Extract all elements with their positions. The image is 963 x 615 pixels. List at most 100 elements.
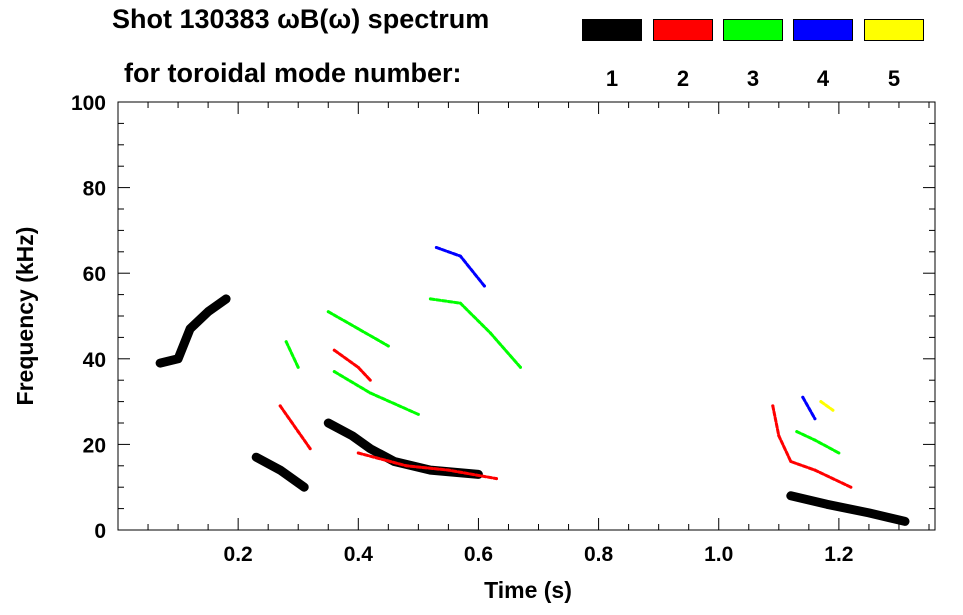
mode-1-point — [865, 509, 872, 516]
mode-1-point — [205, 308, 212, 315]
mode-2-point — [771, 404, 775, 408]
mode-1-point — [367, 445, 374, 452]
mode-3-point — [416, 412, 420, 416]
y-tick-label: 0 — [94, 520, 106, 543]
x-tick-label: 1.0 — [704, 543, 733, 566]
mode-2-point — [849, 485, 853, 489]
mode-3-point — [332, 370, 336, 374]
mode-2-trace — [278, 404, 312, 451]
chart-title: Shot 130383 ωB(ω) spectrum — [112, 4, 490, 34]
mode-2-trace — [356, 451, 498, 481]
mode-1-point — [277, 467, 284, 474]
mode-2-point — [356, 451, 360, 455]
mode-4-trace — [801, 395, 817, 421]
mode-1-point — [223, 295, 230, 302]
mode-1-trace — [786, 491, 910, 526]
mode-4-point — [813, 417, 817, 421]
mode-1-point — [175, 355, 182, 362]
mode-5-series — [819, 400, 835, 412]
mode-2-point — [777, 434, 781, 438]
mode-4-series — [434, 246, 817, 421]
y-tick-label: 60 — [83, 263, 106, 286]
mode-1-point — [823, 501, 830, 508]
mode-2-point — [446, 468, 450, 472]
mode-1-trace — [155, 294, 231, 368]
mode-5-point — [831, 408, 835, 412]
mode-3-point — [356, 327, 360, 331]
mode-2-point — [789, 460, 793, 463]
legend-label-mode-3: 3 — [746, 66, 760, 91]
mode-1-point — [787, 492, 794, 499]
x-tick-label: 0.4 — [344, 543, 374, 566]
mode-2-trace — [771, 404, 853, 489]
mode-3-point — [519, 365, 522, 369]
legend-swatch-mode-1 — [582, 19, 642, 41]
x-tick-label: 0.6 — [464, 543, 493, 566]
legend-label-mode-1: 1 — [605, 66, 619, 91]
mode-3-point — [489, 331, 492, 335]
y-tick-label: 40 — [83, 349, 106, 372]
y-tick-label: 100 — [71, 92, 106, 115]
mode-1-point — [902, 518, 908, 525]
mode-2-point — [296, 430, 300, 434]
axis-tick-labels: 0.2 0.4 0.6 0.8 1.0 1.2 0 20 40 60 80 100 — [71, 92, 854, 566]
mode-2-point — [813, 468, 817, 472]
mode-3-point — [795, 430, 799, 434]
mode-4-point — [458, 254, 462, 258]
legend-swatch-mode-3 — [723, 19, 783, 41]
mode-1-point — [187, 325, 194, 332]
mode-2-series — [278, 348, 853, 489]
legend-swatch-mode-4 — [793, 19, 853, 41]
mode-3-point — [296, 365, 300, 369]
mode-2-point — [356, 365, 360, 369]
legend-swatch-mode-2 — [653, 19, 713, 41]
mode-4-point — [434, 246, 438, 249]
legend-label-mode-5: 5 — [887, 66, 901, 91]
mode-3-series — [284, 297, 841, 455]
mode-3-point — [837, 451, 841, 455]
mode-1-point — [157, 360, 164, 367]
mode-2-point — [404, 464, 408, 468]
mode-1-point — [349, 432, 356, 439]
mode-5-point — [819, 400, 823, 404]
mode-2-point — [308, 447, 312, 451]
mode-3-point — [368, 391, 372, 395]
mode-2-point — [332, 348, 336, 352]
x-tick-label: 1.2 — [824, 543, 853, 566]
x-tick-label: 0.8 — [584, 543, 614, 566]
mode-2-point — [278, 404, 282, 408]
mode-4-trace — [434, 246, 486, 288]
plot-area — [155, 246, 910, 526]
mode-1-series — [155, 294, 910, 526]
legend-label-mode-2: 2 — [676, 66, 690, 91]
mode-3-trace — [284, 340, 300, 369]
mode-3-trace — [332, 370, 420, 416]
mode-3-trace — [428, 297, 522, 369]
mode-3-trace — [795, 430, 841, 455]
x-tick-label: 0.2 — [224, 543, 253, 566]
mode-2-point — [368, 378, 372, 382]
mode-3-point — [284, 340, 288, 344]
mode-3-point — [458, 301, 462, 305]
axis-ticks — [118, 101, 935, 531]
mode-1-trace — [323, 418, 483, 479]
mode-3-point — [326, 310, 330, 314]
y-tick-label: 20 — [83, 434, 106, 457]
mode-3-point — [386, 344, 390, 348]
mode-1-point — [325, 420, 332, 426]
mode-3-point — [813, 438, 817, 442]
mode-1-point — [301, 484, 308, 491]
mode-5-trace — [819, 400, 835, 412]
mode-1-point — [253, 454, 260, 461]
mode-4-point — [482, 284, 486, 288]
legend-label-mode-4: 4 — [816, 66, 830, 91]
legend-swatch-mode-5 — [864, 19, 924, 41]
mode-4-point — [801, 395, 805, 399]
x-axis-label: Time (s) — [484, 577, 572, 603]
mode-3-point — [428, 297, 432, 301]
chart-subtitle: for toroidal mode number: — [124, 58, 462, 88]
y-axis-label: Frequency (kHz) — [12, 227, 38, 406]
mode-2-point — [495, 477, 498, 481]
plot-frame — [117, 101, 936, 531]
